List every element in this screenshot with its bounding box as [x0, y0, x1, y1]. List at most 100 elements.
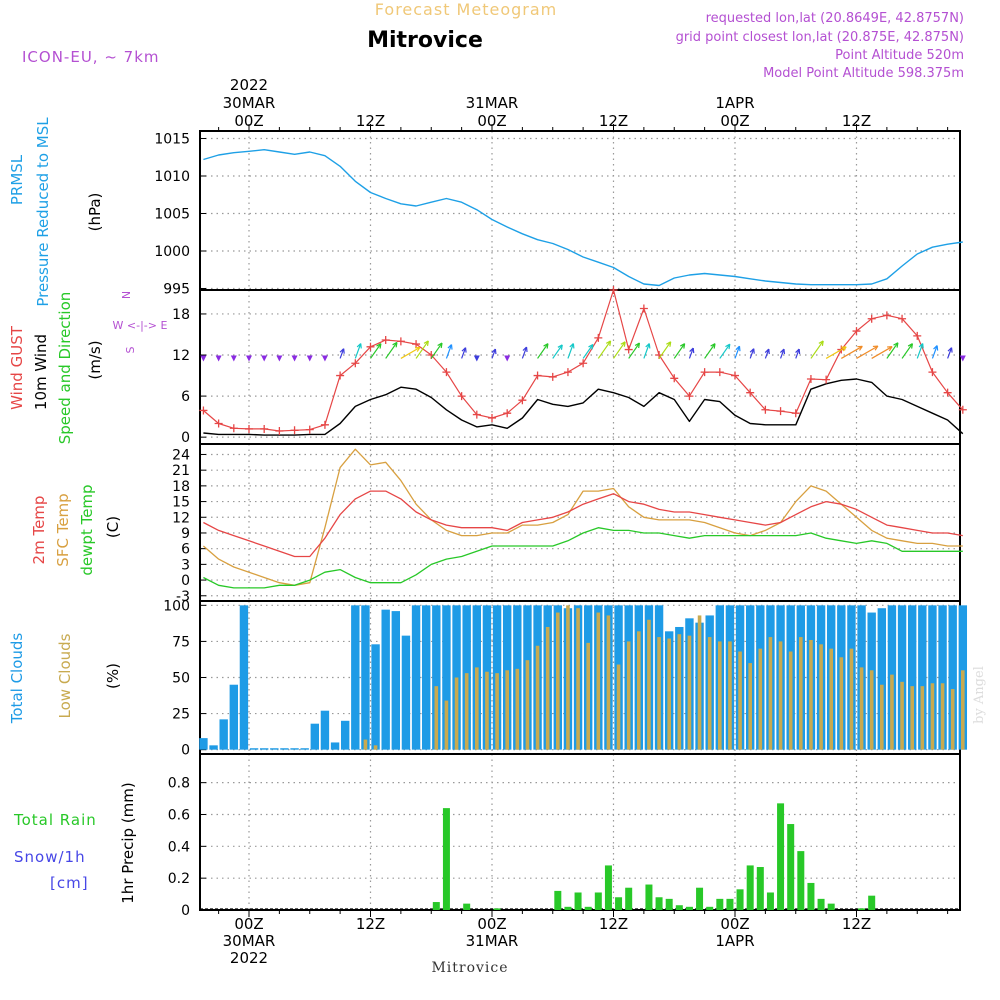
grid	[200, 131, 960, 911]
wind-y-tick-label: 18	[172, 307, 190, 323]
gust-marker	[882, 311, 891, 320]
temperature-y-tick-label: 18	[172, 479, 190, 495]
wind-arrow-head	[679, 343, 686, 349]
gust-marker	[609, 286, 618, 294]
temp-dewpt-label: dewpt Temp	[78, 484, 96, 575]
temperature-y-tick-label: 9	[181, 526, 190, 542]
rain-bar	[615, 897, 623, 910]
axis-labels: 9951000100510101015061218-30369121518212…	[154, 76, 871, 967]
rain-bar	[675, 905, 683, 910]
low-cloud-bar	[829, 648, 833, 750]
wind-direction-arrow	[385, 342, 398, 359]
low-cloud-bar	[748, 663, 752, 750]
low-cloud-bar	[738, 651, 742, 750]
time-label-bottom: 00Z	[720, 915, 749, 933]
wind-arrow-head	[620, 341, 626, 347]
low-cloud-bar	[890, 674, 894, 750]
snow-legend: Snow/1h	[14, 848, 86, 866]
wind-arrow-head	[841, 346, 847, 352]
wind-arrow-head	[588, 343, 594, 350]
low-cloud-bar	[758, 648, 763, 750]
wind-direction-arrow	[215, 355, 222, 362]
low-cloud-bar	[697, 615, 702, 750]
rain-bar	[726, 898, 734, 910]
wind-arrow-head	[339, 348, 345, 354]
wind-direction-arrow	[749, 348, 755, 359]
total-cloud-bar	[351, 605, 360, 750]
wind-frame	[199, 289, 961, 445]
wind-arrow-head	[795, 348, 801, 355]
temperature-y-tick-label: 6	[181, 542, 190, 558]
gust-marker	[518, 396, 527, 405]
time-label-top: 2022	[230, 76, 268, 94]
gust-marker	[260, 424, 269, 433]
wind-direction-arrow	[795, 348, 800, 359]
wind-direction-arrow	[886, 342, 899, 359]
compass-south: S	[124, 346, 137, 353]
rain-bar	[746, 865, 754, 910]
low-cloud-bar	[566, 605, 570, 750]
rain-bar	[868, 895, 876, 910]
wind-direction-label: Speed and Direction	[56, 292, 74, 445]
time-label-bottom: 12Z	[356, 915, 385, 933]
wind-direction-arrow	[597, 340, 612, 359]
wind-arrow-head	[764, 348, 770, 355]
pressure-y-tick-label: 1000	[154, 244, 190, 260]
wind-arrow-head	[893, 342, 899, 348]
time-label-top: 00Z	[720, 112, 749, 130]
gust-marker	[214, 419, 223, 428]
clouds-y-tick-label: 0	[181, 743, 190, 759]
low-cloud-bar	[505, 670, 509, 750]
low-cloud-bar	[606, 615, 611, 750]
precip-axis-label: 1hr Precip (mm)	[119, 782, 137, 903]
wind-arrow-head	[666, 341, 672, 347]
wind-arrow-head	[447, 344, 453, 350]
wind-direction-arrow	[354, 343, 362, 359]
temp-unit: (C)	[104, 516, 122, 538]
low-cloud-bar	[434, 686, 439, 750]
total-cloud-bar	[320, 710, 330, 750]
gust-marker	[867, 314, 876, 323]
wind-direction-arrow	[810, 340, 824, 359]
wind-direction-arrow	[734, 345, 741, 359]
wind-10m-line	[203, 378, 964, 436]
time-label-bottom: 31MAR	[466, 932, 519, 950]
wind-arrow-head	[392, 341, 398, 348]
gust-marker	[746, 388, 755, 397]
temp-2m-label: 2m Temp	[30, 496, 48, 565]
wind-direction-arrow	[230, 355, 237, 362]
wind-arrow-head	[947, 347, 953, 353]
time-label-bottom: 30MAR	[223, 932, 276, 950]
low-cloud-bar	[920, 686, 925, 750]
total-cloud-bar	[411, 605, 421, 750]
data-marks	[199, 148, 968, 910]
low-cloud-bar	[667, 638, 671, 750]
low-cloud-bar	[485, 671, 489, 750]
wind-unit: (m/s)	[86, 340, 104, 379]
low-cloud-bar	[464, 673, 469, 750]
wind-direction-arrow	[841, 345, 863, 359]
total-cloud-bar	[290, 748, 299, 750]
precipitation-y-tick-label: 0.4	[168, 839, 190, 855]
gust-marker	[761, 405, 770, 414]
time-label-top: 12Z	[842, 112, 871, 130]
dewpt-line	[203, 527, 963, 589]
top-title: Forecast Meteogram	[375, 0, 557, 19]
rain-bar	[706, 906, 714, 910]
wind-arrow-head	[569, 343, 575, 349]
gust-marker	[791, 409, 800, 418]
rain-bar	[645, 884, 653, 910]
total-cloud-bar	[310, 723, 320, 750]
wind-direction-arrow	[673, 343, 686, 359]
low-cloud-bar	[687, 635, 692, 750]
low-cloud-bar	[950, 689, 955, 750]
wind-arrow-head	[356, 343, 362, 349]
total-cloud-bar	[280, 748, 289, 750]
total-cloud-bar	[239, 605, 249, 750]
wind-y-tick-label: 12	[172, 348, 190, 364]
total-cloud-bar	[401, 635, 411, 750]
wind-arrow-head	[689, 347, 695, 354]
gust-marker	[852, 327, 861, 336]
gust-marker	[579, 359, 588, 368]
